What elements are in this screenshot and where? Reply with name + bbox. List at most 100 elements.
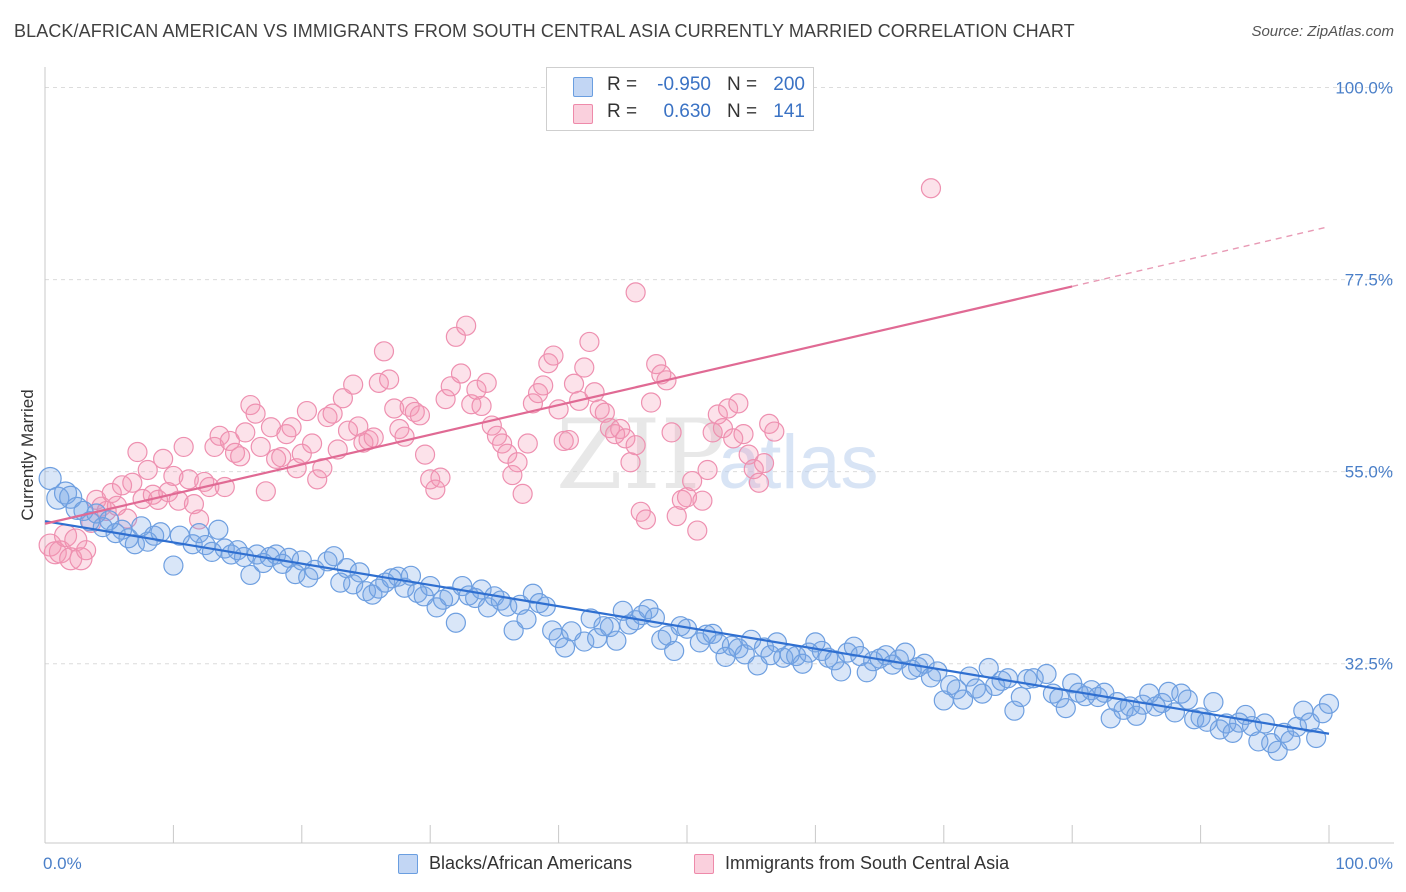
data-point xyxy=(219,430,240,452)
data-point xyxy=(1209,719,1230,740)
legend-n-label: N = xyxy=(727,101,758,122)
data-point xyxy=(409,405,431,426)
data-point xyxy=(615,428,636,449)
data-point xyxy=(666,505,687,527)
data-point xyxy=(363,427,384,448)
data-point xyxy=(997,668,1019,689)
data-point xyxy=(535,596,556,617)
data-point xyxy=(830,661,852,682)
legend-n-value-south-central-asia: 141 xyxy=(773,101,805,122)
data-point xyxy=(692,490,713,511)
data-point xyxy=(425,479,446,500)
trend-line-south-central-asia xyxy=(44,285,1073,525)
y-tick-label: 100.0% xyxy=(1335,79,1393,98)
x-tick-label: 0.0% xyxy=(43,854,82,873)
data-point xyxy=(337,420,359,441)
data-point xyxy=(430,467,451,488)
correlation-legend: R = -0.950 N = 200 R = 0.630 N = 141 xyxy=(546,67,814,131)
data-point xyxy=(235,422,256,443)
data-point xyxy=(355,581,377,602)
data-point xyxy=(301,433,323,454)
data-point xyxy=(204,436,225,458)
legend-row-black: R = -0.950 N = 200 xyxy=(547,74,813,100)
trend-line-south-central-asia-extension xyxy=(1072,225,1330,288)
data-point xyxy=(671,489,692,510)
data-point xyxy=(676,487,698,508)
data-point xyxy=(348,416,369,437)
data-point xyxy=(1203,692,1224,713)
data-point xyxy=(503,620,524,641)
data-point xyxy=(920,178,942,199)
y-tick-label: 77.5% xyxy=(1345,271,1393,290)
data-point xyxy=(517,433,538,454)
source-label: Source: ZipAtlas.com xyxy=(1251,23,1394,40)
legend-row-south-central-asia: R = 0.630 N = 141 xyxy=(547,101,813,127)
data-point xyxy=(856,662,877,683)
data-point xyxy=(1010,686,1031,708)
data-point xyxy=(516,609,537,630)
data-point xyxy=(432,589,454,610)
data-point xyxy=(450,363,472,384)
data-point xyxy=(502,464,523,486)
y-axis-label: Currently Married xyxy=(18,389,37,520)
data-point xyxy=(1177,689,1198,710)
data-point xyxy=(574,631,595,652)
data-point xyxy=(773,647,794,668)
data-point xyxy=(507,452,528,473)
data-point xyxy=(384,398,405,419)
data-point xyxy=(150,522,171,543)
y-tick-label: 55.0% xyxy=(1345,463,1393,482)
data-point xyxy=(281,417,302,438)
data-point xyxy=(1222,722,1243,743)
data-point xyxy=(271,447,292,468)
data-point xyxy=(748,472,770,493)
data-point xyxy=(764,421,785,442)
data-point xyxy=(163,555,184,576)
tick-labels: 32.5% 55.0% 77.5% 100.0% 0.0% 100.0% xyxy=(43,79,1393,873)
data-point xyxy=(122,472,143,493)
data-point xyxy=(296,400,318,422)
data-point xyxy=(456,315,477,336)
data-point xyxy=(723,428,744,449)
data-point xyxy=(466,379,487,400)
data-point xyxy=(708,634,730,655)
data-point xyxy=(733,424,754,445)
data-point xyxy=(728,393,749,414)
data-point xyxy=(574,357,595,378)
axes xyxy=(44,67,1394,844)
data-point xyxy=(173,436,194,458)
watermark-atlas: atlas xyxy=(718,420,879,505)
data-point xyxy=(250,436,271,458)
data-point xyxy=(414,444,436,465)
data-point xyxy=(476,372,497,393)
data-point xyxy=(712,418,734,439)
data-point xyxy=(640,392,662,413)
bottom-legend-label-south-central-asia: Immigrants from South Central Asia xyxy=(725,853,1010,873)
bottom-legend-label-black: Blacks/African Americans xyxy=(429,853,633,873)
data-point xyxy=(579,331,600,353)
data-point xyxy=(343,574,364,595)
data-point xyxy=(445,326,466,347)
series-black-points xyxy=(38,466,1340,761)
data-point xyxy=(127,441,148,463)
data-point xyxy=(1036,663,1057,685)
legend-r-value-black: -0.950 xyxy=(657,74,711,95)
data-point xyxy=(610,418,631,440)
data-point xyxy=(124,534,145,555)
data-point xyxy=(323,546,344,567)
data-point xyxy=(543,345,564,366)
data-point xyxy=(1055,698,1076,719)
data-point xyxy=(1318,693,1340,714)
data-point xyxy=(208,519,229,540)
data-point xyxy=(413,586,434,607)
data-point xyxy=(353,432,374,453)
bottom-legend-swatch-black xyxy=(398,854,418,874)
data-point xyxy=(255,481,276,502)
data-point xyxy=(240,564,261,586)
data-point xyxy=(563,373,585,394)
data-point xyxy=(580,608,601,629)
data-point xyxy=(492,433,513,454)
data-point xyxy=(379,369,400,390)
data-point xyxy=(188,523,210,544)
